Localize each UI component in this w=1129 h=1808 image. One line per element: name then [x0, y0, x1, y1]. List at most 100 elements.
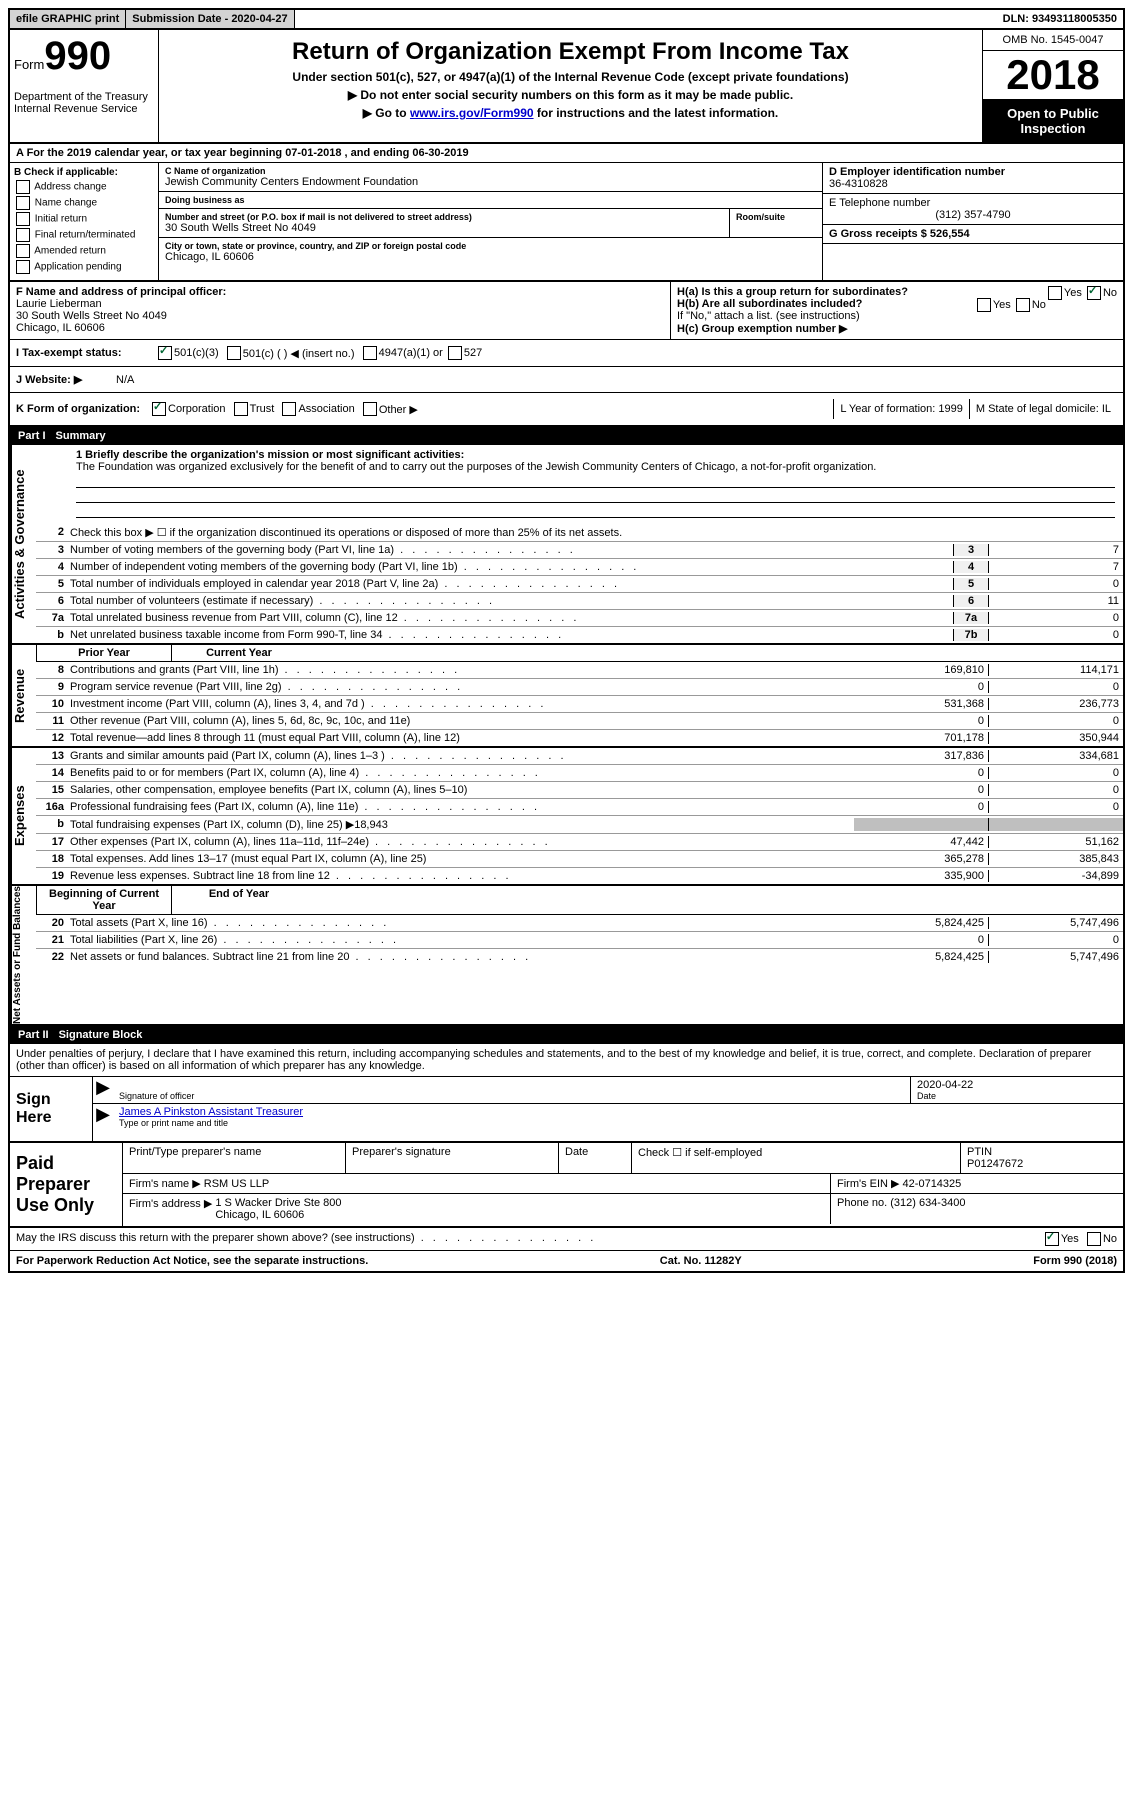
chk-application-pending[interactable]: Application pending [14, 260, 154, 274]
m-state: M State of legal domicile: IL [969, 399, 1117, 419]
h-b-note: If "No," attach a list. (see instruction… [677, 310, 1117, 322]
sign-here-block: Sign Here ▶ Signature of officer 2020-04… [10, 1077, 1123, 1143]
vert-revenue: Revenue [10, 645, 36, 746]
form-subtitle: Under section 501(c), 527, or 4947(a)(1)… [169, 70, 972, 84]
instruction-line-2: ▶ Go to www.irs.gov/Form990 for instruct… [169, 106, 972, 120]
city-label: City or town, state or province, country… [165, 241, 816, 251]
chk-name-change[interactable]: Name change [14, 196, 154, 210]
submission-date-button[interactable]: Submission Date - 2020-04-27 [126, 10, 294, 28]
chk-initial-return[interactable]: Initial return [14, 212, 154, 226]
dba-label: Doing business as [165, 195, 816, 205]
chk-final-return[interactable]: Final return/terminated [14, 228, 154, 242]
line-13: 13Grants and similar amounts paid (Part … [36, 748, 1123, 765]
h-a: H(a) Is this a group return for subordin… [677, 286, 1117, 298]
mission-block: 1 Briefly describe the organization's mi… [36, 445, 1123, 524]
line-11: 11Other revenue (Part VIII, column (A), … [36, 713, 1123, 730]
footer-mid: Cat. No. 11282Y [660, 1255, 742, 1267]
opt-501c3: 501(c)(3) [174, 347, 219, 359]
sig-date-label: Date [917, 1091, 1117, 1101]
signature-arrow-icon: ▶ [93, 1077, 113, 1103]
chk-irs-no[interactable] [1087, 1232, 1101, 1246]
line-16b: bTotal fundraising expenses (Part IX, co… [36, 816, 1123, 834]
form-990-page: efile GRAPHIC print Submission Date - 20… [8, 8, 1125, 1273]
line-19: 19Revenue less expenses. Subtract line 1… [36, 868, 1123, 884]
chk-corporation[interactable] [152, 402, 166, 416]
prep-self-employed[interactable]: Check ☐ if self-employed [632, 1143, 961, 1173]
opt-trust: Trust [250, 403, 275, 415]
sig-label: Signature of officer [119, 1091, 904, 1101]
officer-signature-field[interactable]: Signature of officer [113, 1077, 910, 1103]
chk-4947[interactable] [363, 346, 377, 360]
form-word: Form [14, 57, 44, 72]
boy-hdr: Beginning of Current Year [36, 886, 171, 914]
ein-label: D Employer identification number [829, 166, 1117, 178]
i-tax-status: I Tax-exempt status: 501(c)(3) 501(c) ( … [10, 340, 1123, 367]
officer-name-field: James A Pinkston Assistant Treasurer Typ… [113, 1104, 1123, 1130]
line-18: 18Total expenses. Add lines 13–17 (must … [36, 851, 1123, 868]
efile-print-button[interactable]: efile GRAPHIC print [10, 10, 126, 28]
part-1-title: Summary [56, 430, 106, 442]
chk-501c[interactable] [227, 346, 241, 360]
org-name-label: C Name of organization [165, 166, 816, 176]
officer-name-label: Type or print name and title [119, 1118, 1117, 1128]
dln-label: DLN: 93493118005350 [997, 10, 1123, 28]
j-website: J Website: ▶ N/A [10, 367, 1123, 393]
line-5: 5Total number of individuals employed in… [36, 576, 1123, 593]
opt-assoc: Association [298, 403, 354, 415]
instruction-line-1: ▶ Do not enter social security numbers o… [169, 88, 972, 102]
chk-other[interactable] [363, 402, 377, 416]
officer-name[interactable]: James A Pinkston Assistant Treasurer [119, 1106, 1117, 1118]
name-arrow-icon: ▶ [93, 1104, 113, 1130]
part-2-num: Part II [18, 1029, 59, 1041]
activities-governance-section: Activities & Governance 1 Briefly descri… [10, 445, 1123, 645]
gross-label: G Gross receipts $ 526,554 [829, 228, 1117, 240]
f-h-row: F Name and address of principal officer:… [10, 282, 1123, 340]
opt-501c: 501(c) ( ) ◀ (insert no.) [243, 347, 355, 360]
part-2-header: Part II Signature Block [10, 1026, 1123, 1044]
footer-right: Form 990 (2018) [1033, 1255, 1117, 1267]
street-block: Number and street (or P.O. box if mail i… [159, 209, 730, 237]
chk-amended-return[interactable]: Amended return [14, 244, 154, 258]
chk-trust[interactable] [234, 402, 248, 416]
revenue-col-header: Prior Year Current Year [36, 645, 1123, 662]
firm-name-label: Firm's name ▶ [129, 1178, 201, 1190]
tel-label: E Telephone number [829, 197, 1117, 209]
form990-link[interactable]: www.irs.gov/Form990 [410, 106, 534, 120]
vert-activities: Activities & Governance [10, 445, 36, 643]
top-bar: efile GRAPHIC print Submission Date - 20… [10, 10, 1123, 30]
prep-sig-label: Preparer's signature [346, 1143, 559, 1173]
prep-name-label: Print/Type preparer's name [123, 1143, 346, 1173]
vert-net-assets: Net Assets or Fund Balances [10, 886, 36, 1024]
form-header: Form990 Department of the Treasury Inter… [10, 30, 1123, 144]
f-addr: 30 South Wells Street No 4049 Chicago, I… [16, 310, 664, 334]
h-c: H(c) Group exemption number ▶ [677, 322, 1117, 335]
irs-discuss-row: May the IRS discuss this return with the… [10, 1228, 1123, 1251]
irs-no-label: No [1103, 1233, 1117, 1245]
vert-expenses: Expenses [10, 748, 36, 884]
k-row: K Form of organization: Corporation Trus… [10, 393, 1123, 427]
page-footer: For Paperwork Reduction Act Notice, see … [10, 1251, 1123, 1271]
goto-prefix: ▶ Go to [363, 106, 410, 120]
chk-irs-yes[interactable] [1045, 1232, 1059, 1246]
room-block: Room/suite [730, 209, 822, 237]
form-number: 990 [44, 34, 111, 78]
line-22: 22Net assets or fund balances. Subtract … [36, 949, 1123, 965]
f-label: F Name and address of principal officer: [16, 286, 664, 298]
opt-corp: Corporation [168, 403, 225, 415]
part-2-title: Signature Block [59, 1029, 143, 1041]
chk-527[interactable] [448, 346, 462, 360]
chk-address-change[interactable]: Address change [14, 180, 154, 194]
footer-left: For Paperwork Reduction Act Notice, see … [16, 1255, 368, 1267]
header-right: OMB No. 1545-0047 2018 Open to Public In… [983, 30, 1123, 142]
line-12: 12Total revenue—add lines 8 through 11 (… [36, 730, 1123, 746]
chk-501c3[interactable] [158, 346, 172, 360]
firm-name: RSM US LLP [204, 1178, 269, 1190]
col-b-header: B Check if applicable: [14, 167, 154, 178]
entity-block: B Check if applicable: Address change Na… [10, 163, 1123, 282]
line-4: 4Number of independent voting members of… [36, 559, 1123, 576]
chk-association[interactable] [282, 402, 296, 416]
line-15: 15Salaries, other compensation, employee… [36, 782, 1123, 799]
org-name-block: C Name of organization Jewish Community … [159, 163, 822, 192]
sign-here-label: Sign Here [10, 1077, 93, 1141]
net-assets-section: Net Assets or Fund Balances Beginning of… [10, 886, 1123, 1026]
